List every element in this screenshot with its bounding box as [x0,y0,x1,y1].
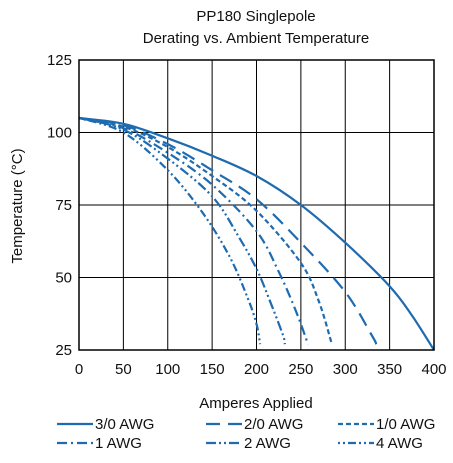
tick-labels: 0 50 100 150 200 250 300 350 400 25 50 75 100 125 [47,52,447,378]
legend-label-5: 2 AWG [244,435,291,452]
series-line-5 [78,116,286,345]
x-tick-label: 400 [421,361,446,378]
legend: 3/0 AWG 2/0 AWG 1/0 AWG 1 AWG 2 AWG 4 AWG [57,416,435,452]
x-tick-label: 350 [377,361,402,378]
legend-label-2: 2/0 AWG [244,416,303,433]
x-tick-label: 50 [115,361,132,378]
series-line-1 [78,116,435,351]
x-tick-label: 150 [200,361,225,378]
x-tick-label: 250 [288,361,313,378]
series-line-6 [78,116,262,345]
y-tick-label: 50 [55,270,72,287]
x-axis-label: Amperes Applied [199,395,312,412]
series-line-4 [78,116,310,345]
legend-label-4: 1 AWG [95,435,142,452]
y-tick-label: 25 [55,342,72,359]
series-line-2 [78,116,378,345]
legend-label-1: 3/0 AWG [95,416,154,433]
y-axis-label: Temperature (°C) [9,148,26,263]
y-tick-label: 125 [47,52,72,69]
x-tick-label: 0 [75,361,83,378]
series-lines [78,116,435,351]
x-tick-label: 300 [333,361,358,378]
x-tick-label: 100 [155,361,180,378]
chart-title: PP180 Singlepole [196,8,315,25]
series-line-3 [78,116,333,345]
grid [79,60,434,350]
y-tick-label: 100 [47,125,72,142]
legend-label-6: 4 AWG [376,435,423,452]
legend-label-3: 1/0 AWG [376,416,435,433]
x-tick-label: 200 [244,361,269,378]
chart-subtitle: Derating vs. Ambient Temperature [143,30,370,47]
plot-frame [78,59,435,351]
y-tick-label: 75 [55,197,72,214]
